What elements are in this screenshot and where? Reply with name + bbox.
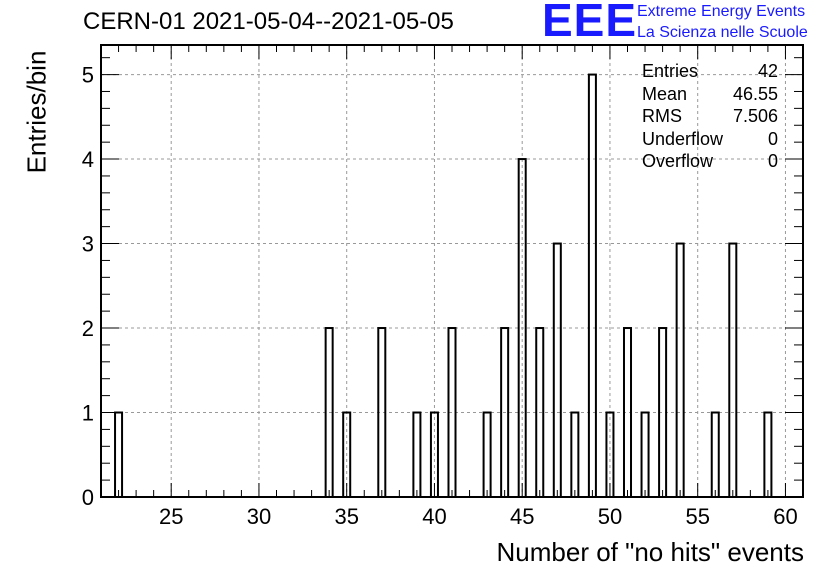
x-tick-label: 45	[510, 504, 534, 529]
histogram-bar	[763, 411, 773, 498]
histogram-bar	[587, 73, 597, 498]
x-tick-label: 30	[247, 504, 271, 529]
stats-label: Overflow	[642, 151, 714, 171]
stats-value: 46.55	[732, 83, 778, 104]
stats-label: RMS	[642, 106, 682, 126]
stats-row-rms: RMS 7.506	[642, 105, 778, 128]
histogram-bar	[710, 411, 720, 498]
x-tick-label: 40	[422, 504, 446, 529]
x-axis-label: Number of "no hits" events	[496, 537, 805, 567]
stats-row-underflow: Underflow 0	[642, 128, 778, 151]
y-tick-label: 0	[82, 485, 94, 510]
chart-title: CERN-01 2021-05-04--2021-05-05	[83, 8, 454, 35]
histogram-bar	[570, 411, 580, 498]
y-tick-label: 3	[82, 232, 94, 257]
x-tick-label: 50	[598, 504, 622, 529]
histogram-bar	[675, 242, 685, 498]
histogram-bar	[482, 411, 492, 498]
y-tick-label: 5	[82, 63, 94, 88]
stats-value: 42	[757, 61, 778, 81]
histogram-bar	[412, 411, 422, 498]
logo-line-2: La Scienza nelle Scuole	[637, 24, 808, 41]
stats-value: 0	[767, 128, 778, 149]
y-tick-label: 2	[82, 316, 94, 341]
histogram-bar	[640, 411, 650, 498]
y-tick-label: 4	[82, 147, 94, 172]
histogram-bar	[728, 242, 738, 498]
stats-row-mean: Mean 46.55	[642, 83, 778, 106]
eee-logo: EEE	[542, 0, 638, 46]
stats-value: 0	[767, 151, 778, 171]
stats-label: Mean	[642, 83, 688, 104]
stats-row-entries: Entries 42	[642, 60, 778, 83]
stats-label: Entries	[642, 61, 699, 81]
histogram-bar	[114, 411, 124, 498]
histogram-bar	[552, 242, 562, 498]
x-tick-label: 25	[159, 504, 183, 529]
stats-box: Entries 42 Mean 46.55 RMS 7.506 Underflo…	[642, 60, 778, 173]
stats-row-overflow: Overflow 0	[642, 150, 778, 173]
stats-label: Underflow	[642, 128, 724, 149]
y-tick-label: 1	[82, 401, 94, 426]
x-tick-label: 55	[685, 504, 709, 529]
x-tick-label: 60	[773, 504, 797, 529]
logo-line-1: Extreme Energy Events	[637, 3, 806, 20]
x-tick-label: 35	[334, 504, 358, 529]
stats-value: 7.506	[732, 106, 778, 126]
